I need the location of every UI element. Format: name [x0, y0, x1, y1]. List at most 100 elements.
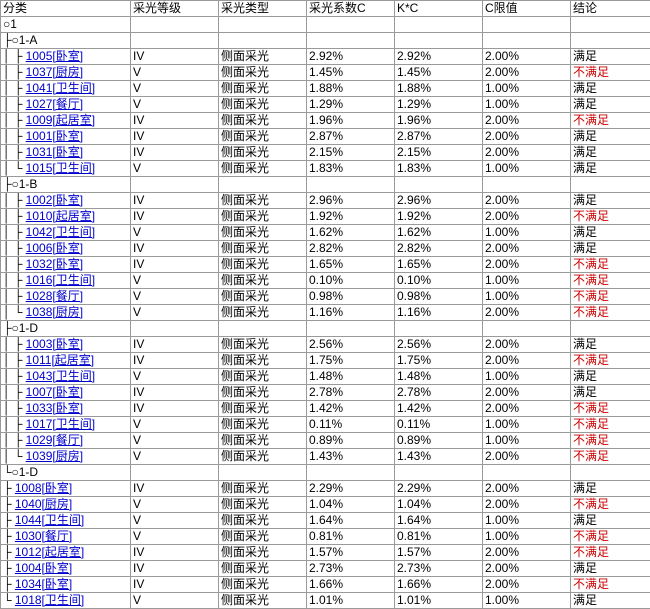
- tree-cell[interactable]: │ ├ 1032[卧室]: [1, 257, 131, 273]
- tree-cell[interactable]: ├○1-D: [1, 321, 131, 337]
- room-link[interactable]: 1034[卧室]: [15, 577, 72, 591]
- room-link[interactable]: 1012[起居室]: [15, 545, 84, 559]
- room-link[interactable]: 1005[卧室]: [26, 49, 83, 63]
- tree-cell[interactable]: │ ├ 1037[厨房]: [1, 65, 131, 81]
- table-row[interactable]: ├ 1034[卧室]IV侧面采光1.66%1.66%2.00%不满足: [1, 577, 650, 593]
- tree-cell[interactable]: │ └ 1015[卫生间]: [1, 161, 131, 177]
- tree-node-label[interactable]: ├○1-B: [3, 177, 37, 191]
- tree-group-row[interactable]: ├○1-D: [1, 321, 650, 337]
- room-link[interactable]: 1033[卧室]: [26, 401, 83, 415]
- tree-cell[interactable]: └○1-D: [1, 465, 131, 481]
- room-link[interactable]: 1010[起居室]: [26, 209, 95, 223]
- table-row[interactable]: │ ├ 1041[卫生间]V侧面采光1.88%1.88%1.00%满足: [1, 81, 650, 97]
- col-type[interactable]: 采光类型: [219, 1, 307, 17]
- table-row[interactable]: │ ├ 1002[卧室]IV侧面采光2.96%2.96%2.00%满足: [1, 193, 650, 209]
- room-link[interactable]: 1041[卫生间]: [26, 81, 95, 95]
- table-row[interactable]: │ ├ 1010[起居室]IV侧面采光1.92%1.92%2.00%不满足: [1, 209, 650, 225]
- tree-cell[interactable]: │ ├ 1010[起居室]: [1, 209, 131, 225]
- room-link[interactable]: 1003[卧室]: [26, 337, 83, 351]
- room-link[interactable]: 1004[卧室]: [15, 561, 72, 575]
- tree-cell[interactable]: │ ├ 1029[餐厅]: [1, 433, 131, 449]
- room-link[interactable]: 1011[起居室]: [26, 353, 94, 367]
- table-row[interactable]: │ ├ 1033[卧室]IV侧面采光1.42%1.42%2.00%不满足: [1, 401, 650, 417]
- table-row[interactable]: │ ├ 1003[卧室]IV侧面采光2.56%2.56%2.00%满足: [1, 337, 650, 353]
- tree-cell[interactable]: │ ├ 1041[卫生间]: [1, 81, 131, 97]
- table-row[interactable]: │ ├ 1037[厨房]V侧面采光1.45%1.45%2.00%不满足: [1, 65, 650, 81]
- room-link[interactable]: 1006[卧室]: [26, 241, 83, 255]
- tree-cell[interactable]: │ ├ 1003[卧室]: [1, 337, 131, 353]
- col-limit[interactable]: C限值: [483, 1, 571, 17]
- table-row[interactable]: │ └ 1039[厨房]V侧面采光1.43%1.43%2.00%不满足: [1, 449, 650, 465]
- tree-node-label[interactable]: ○1: [3, 17, 17, 31]
- tree-cell[interactable]: │ ├ 1027[餐厅]: [1, 97, 131, 113]
- tree-cell[interactable]: ├ 1030[餐厅]: [1, 529, 131, 545]
- col-grade[interactable]: 采光等级: [131, 1, 219, 17]
- tree-cell[interactable]: │ └ 1038[厨房]: [1, 305, 131, 321]
- room-link[interactable]: 1015[卫生间]: [26, 161, 95, 175]
- col-c[interactable]: 采光系数C: [307, 1, 395, 17]
- table-row[interactable]: │ └ 1038[厨房]V侧面采光1.16%1.16%2.00%不满足: [1, 305, 650, 321]
- table-row[interactable]: │ ├ 1017[卫生间]V侧面采光0.11%0.11%1.00%不满足: [1, 417, 650, 433]
- tree-cell[interactable]: │ ├ 1043[卫生间]: [1, 369, 131, 385]
- table-row[interactable]: ├ 1012[起居室]IV侧面采光1.57%1.57%2.00%不满足: [1, 545, 650, 561]
- tree-cell[interactable]: │ ├ 1033[卧室]: [1, 401, 131, 417]
- tree-cell[interactable]: ├ 1012[起居室]: [1, 545, 131, 561]
- room-link[interactable]: 1009[起居室]: [26, 113, 95, 127]
- table-row[interactable]: │ ├ 1042[卫生间]V侧面采光1.62%1.62%1.00%满足: [1, 225, 650, 241]
- col-category[interactable]: 分类: [1, 1, 131, 17]
- tree-cell[interactable]: ├ 1004[卧室]: [1, 561, 131, 577]
- tree-cell[interactable]: │ ├ 1016[卫生间]: [1, 273, 131, 289]
- room-link[interactable]: 1007[卧室]: [26, 385, 83, 399]
- room-link[interactable]: 1042[卫生间]: [26, 225, 95, 239]
- room-link[interactable]: 1037[厨房]: [26, 65, 83, 79]
- tree-cell[interactable]: │ ├ 1006[卧室]: [1, 241, 131, 257]
- table-row[interactable]: ├ 1044[卫生间]V侧面采光1.64%1.64%1.00%满足: [1, 513, 650, 529]
- tree-group-row[interactable]: ├○1-A: [1, 33, 650, 49]
- room-link[interactable]: 1029[餐厅]: [26, 433, 83, 447]
- tree-cell[interactable]: │ ├ 1007[卧室]: [1, 385, 131, 401]
- tree-cell[interactable]: ├○1-B: [1, 177, 131, 193]
- room-link[interactable]: 1016[卫生间]: [26, 273, 95, 287]
- room-link[interactable]: 1017[卫生间]: [26, 417, 95, 431]
- tree-cell[interactable]: │ ├ 1028[餐厅]: [1, 289, 131, 305]
- tree-cell[interactable]: │ ├ 1011[起居室]: [1, 353, 131, 369]
- room-link[interactable]: 1030[餐厅]: [15, 529, 72, 543]
- tree-cell[interactable]: │ └ 1039[厨房]: [1, 449, 131, 465]
- col-result[interactable]: 结论: [571, 1, 650, 17]
- col-kc[interactable]: K*C: [395, 1, 483, 17]
- room-link[interactable]: 1008[卧室]: [15, 481, 72, 495]
- tree-node-label[interactable]: ├○1-D: [3, 321, 38, 335]
- table-row[interactable]: │ ├ 1007[卧室]IV侧面采光2.78%2.78%2.00%满足: [1, 385, 650, 401]
- room-link[interactable]: 1043[卫生间]: [26, 369, 95, 383]
- tree-group-row[interactable]: └○1-D: [1, 465, 650, 481]
- room-link[interactable]: 1044[卫生间]: [15, 513, 84, 527]
- tree-cell[interactable]: │ ├ 1005[卧室]: [1, 49, 131, 65]
- tree-cell[interactable]: │ ├ 1031[卧室]: [1, 145, 131, 161]
- room-link[interactable]: 1002[卧室]: [26, 193, 83, 207]
- tree-node-label[interactable]: └○1-D: [3, 465, 38, 479]
- room-link[interactable]: 1039[厨房]: [26, 449, 83, 463]
- room-link[interactable]: 1038[厨房]: [26, 305, 83, 319]
- tree-cell[interactable]: │ ├ 1001[卧室]: [1, 129, 131, 145]
- tree-cell[interactable]: └ 1018[卫生间]: [1, 593, 131, 609]
- table-row[interactable]: ├ 1004[卧室]IV侧面采光2.73%2.73%2.00%满足: [1, 561, 650, 577]
- table-row[interactable]: ├ 1040[厨房]V侧面采光1.04%1.04%2.00%不满足: [1, 497, 650, 513]
- table-row[interactable]: │ ├ 1016[卫生间]V侧面采光0.10%0.10%1.00%不满足: [1, 273, 650, 289]
- table-row[interactable]: │ ├ 1031[卧室]IV侧面采光2.15%2.15%2.00%满足: [1, 145, 650, 161]
- table-row[interactable]: │ ├ 1005[卧室]IV侧面采光2.92%2.92%2.00%满足: [1, 49, 650, 65]
- table-row[interactable]: │ └ 1015[卫生间]V侧面采光1.83%1.83%1.00%满足: [1, 161, 650, 177]
- table-row[interactable]: │ ├ 1032[卧室]IV侧面采光1.65%1.65%2.00%不满足: [1, 257, 650, 273]
- tree-node-label[interactable]: ├○1-A: [3, 33, 37, 47]
- tree-group-row[interactable]: ├○1-B: [1, 177, 650, 193]
- table-row[interactable]: │ ├ 1028[餐厅]V侧面采光0.98%0.98%1.00%不满足: [1, 289, 650, 305]
- room-link[interactable]: 1001[卧室]: [26, 129, 83, 143]
- table-row[interactable]: │ ├ 1001[卧室]IV侧面采光2.87%2.87%2.00%满足: [1, 129, 650, 145]
- table-row[interactable]: │ ├ 1043[卫生间]V侧面采光1.48%1.48%1.00%满足: [1, 369, 650, 385]
- table-row[interactable]: │ ├ 1009[起居室]IV侧面采光1.96%1.96%2.00%不满足: [1, 113, 650, 129]
- tree-cell[interactable]: ○1: [1, 17, 131, 33]
- table-row[interactable]: └ 1018[卫生间]V侧面采光1.01%1.01%1.00%满足: [1, 593, 650, 609]
- table-row[interactable]: ├ 1008[卧室]IV侧面采光2.29%2.29%2.00%满足: [1, 481, 650, 497]
- tree-cell[interactable]: │ ├ 1002[卧室]: [1, 193, 131, 209]
- tree-cell[interactable]: ├○1-A: [1, 33, 131, 49]
- table-row[interactable]: ├ 1030[餐厅]V侧面采光0.81%0.81%1.00%不满足: [1, 529, 650, 545]
